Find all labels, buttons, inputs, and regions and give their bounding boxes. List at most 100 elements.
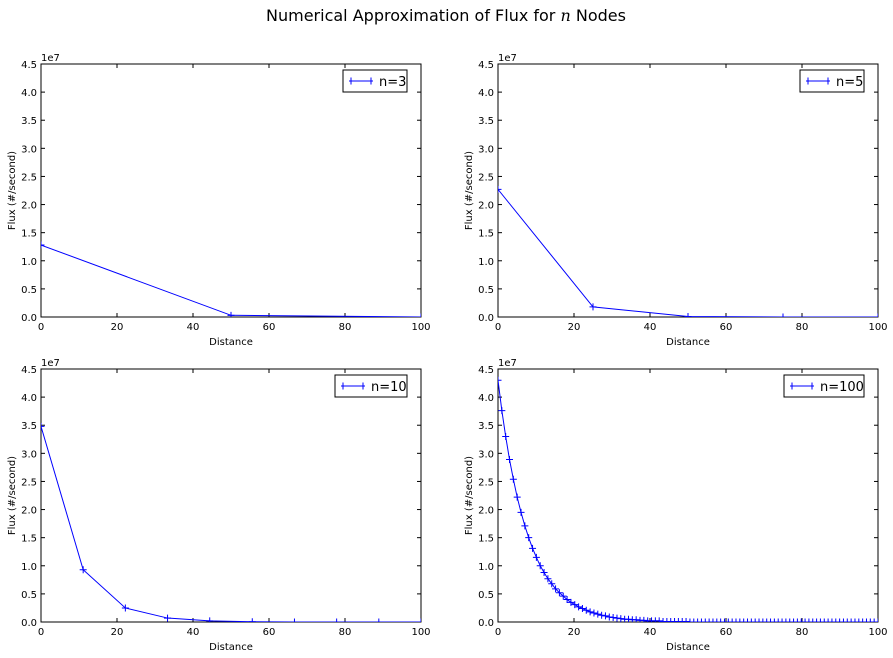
data-point-marker xyxy=(521,522,529,530)
legend-label: n=5 xyxy=(836,75,863,90)
data-point-marker xyxy=(824,618,832,622)
y-tick-label: 4.0 xyxy=(478,88,494,99)
data-point-marker xyxy=(805,618,813,622)
data-point-marker xyxy=(375,618,383,622)
y-tick-label: 1.0 xyxy=(21,257,37,268)
data-point-marker xyxy=(594,610,602,618)
data-point-marker xyxy=(736,618,744,622)
data-point-marker xyxy=(617,615,625,622)
data-point-marker xyxy=(717,618,725,622)
data-point-marker xyxy=(744,618,752,622)
y-tick-label: 2.5 xyxy=(21,172,37,183)
data-point-marker xyxy=(578,605,586,613)
data-point-marker xyxy=(809,618,817,622)
data-point-marker xyxy=(862,618,870,622)
x-tick-label: 0 xyxy=(495,627,501,638)
data-point-marker xyxy=(832,618,840,622)
data-point-marker xyxy=(763,618,771,622)
axes-frame xyxy=(497,368,879,623)
data-point-marker xyxy=(498,407,506,415)
data-point-marker xyxy=(41,422,45,430)
x-tick-label: 100 xyxy=(868,627,887,638)
data-point-marker xyxy=(747,618,755,622)
y-tick-label: 0.0 xyxy=(478,313,494,324)
x-axis-label: Distance xyxy=(209,642,253,653)
data-point-marker xyxy=(774,618,782,622)
data-point-marker xyxy=(724,618,732,622)
x-tick-label: 0 xyxy=(495,322,501,333)
data-point-marker xyxy=(801,618,809,622)
y-tick-label: 1.0 xyxy=(478,562,494,573)
data-point-marker xyxy=(41,241,45,249)
data-point-marker xyxy=(782,618,790,622)
y-tick-label: 0.5 xyxy=(21,285,37,296)
y-tick-label: 4.0 xyxy=(21,88,37,99)
legend-box xyxy=(334,374,408,398)
data-point-marker xyxy=(601,612,609,620)
data-point-marker xyxy=(632,616,640,622)
x-axis-label: Distance xyxy=(209,337,253,348)
y-axis-label: Flux (#/second) xyxy=(7,151,18,230)
x-tick-label: 60 xyxy=(263,627,276,638)
y-tick-label: 3.0 xyxy=(21,144,37,155)
series-n=3 xyxy=(41,241,421,317)
data-point-marker xyxy=(509,475,517,483)
legend-marker xyxy=(791,382,813,390)
data-point-marker xyxy=(589,303,597,311)
data-point-marker xyxy=(624,615,632,622)
x-tick-label: 100 xyxy=(411,627,430,638)
data-point-marker xyxy=(779,313,787,317)
x-axis-label: Distance xyxy=(666,642,710,653)
legend: n=10 xyxy=(334,374,408,398)
y-tick-label: 1.0 xyxy=(21,562,37,573)
series-n=10 xyxy=(41,422,421,622)
data-point-marker xyxy=(513,493,521,501)
y-tick-label: 0.0 xyxy=(21,618,37,629)
legend-label: n=100 xyxy=(820,380,864,395)
x-tick-label: 20 xyxy=(568,627,581,638)
data-point-marker xyxy=(248,618,256,622)
y-tick-label: 3.0 xyxy=(478,449,494,460)
legend-label: n=10 xyxy=(371,380,407,395)
y-tick-label: 4.5 xyxy=(478,60,494,71)
y-tick-label: 2.5 xyxy=(21,477,37,488)
data-point-marker xyxy=(851,618,859,622)
data-point-marker xyxy=(820,618,828,622)
legend-marker xyxy=(350,77,372,85)
data-point-marker xyxy=(548,580,556,588)
y-tick-label: 4.0 xyxy=(478,393,494,404)
axes-frame xyxy=(40,63,422,318)
x-tick-label: 100 xyxy=(411,322,430,333)
data-point-marker xyxy=(859,618,867,622)
data-point-marker xyxy=(866,618,874,622)
data-point-marker xyxy=(855,618,863,622)
data-point-marker xyxy=(759,618,767,622)
y-tick-label: 0.0 xyxy=(21,313,37,324)
x-tick-label: 40 xyxy=(187,627,200,638)
data-point-marker xyxy=(767,618,775,622)
data-point-marker xyxy=(529,544,537,552)
y-tick-label: 1.5 xyxy=(21,534,37,545)
data-point-marker xyxy=(682,617,690,622)
x-tick-label: 100 xyxy=(868,322,887,333)
data-point-marker xyxy=(701,618,709,622)
data-point-marker xyxy=(751,618,759,622)
y-offset-label: 1e7 xyxy=(498,358,517,369)
data-point-marker xyxy=(836,618,844,622)
y-tick-label: 4.5 xyxy=(478,365,494,376)
data-point-marker xyxy=(655,617,663,622)
x-tick-label: 20 xyxy=(111,322,124,333)
x-tick-label: 0 xyxy=(38,627,44,638)
data-point-marker xyxy=(728,618,736,622)
subplot-4: 0 20 40 60 80 100 0.0 0.5 1.0 1.5 2.0 2.5 3.0 3.5 4.0 4… xyxy=(464,358,888,653)
y-tick-label: 0.5 xyxy=(21,590,37,601)
y-tick-label: 1.0 xyxy=(478,257,494,268)
data-point-marker xyxy=(778,618,786,622)
x-tick-label: 20 xyxy=(568,322,581,333)
data-point-marker xyxy=(598,611,606,619)
x-tick-label: 80 xyxy=(339,627,352,638)
data-point-marker xyxy=(544,575,552,583)
data-point-marker xyxy=(690,618,698,622)
x-tick-label: 20 xyxy=(111,627,124,638)
data-point-marker xyxy=(843,618,851,622)
